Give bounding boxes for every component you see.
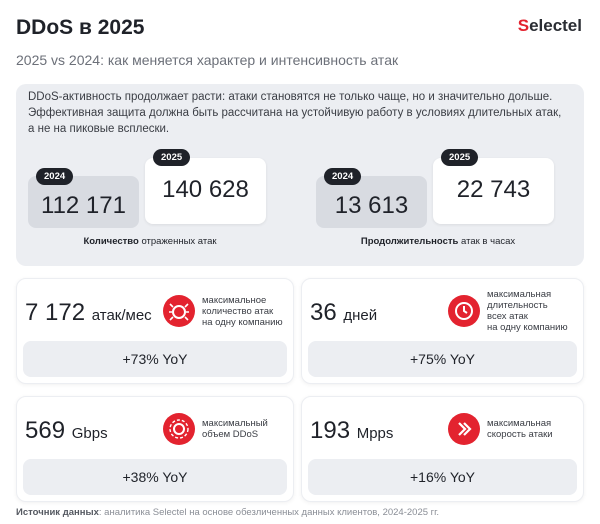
big-number: 13 613 bbox=[334, 192, 409, 219]
metric-value: 7 172 атак/мес bbox=[25, 299, 152, 327]
description-line: максимальный bbox=[202, 418, 268, 429]
intro-line: Эффективная защита должна быть рассчитан… bbox=[28, 107, 562, 119]
footer: Источник данных: аналитика Selectel на о… bbox=[16, 507, 439, 518]
description-line: на одну компанию bbox=[202, 316, 283, 328]
metric-number: 36 bbox=[310, 299, 337, 326]
card-2025: 22 743 bbox=[433, 158, 554, 224]
metric-description: максимальный объем DDoS bbox=[202, 418, 268, 440]
intro-line: DDoS-активность продолжает расти: атаки … bbox=[28, 91, 553, 103]
description-line: длительность bbox=[487, 300, 548, 311]
description-line: на одну компанию bbox=[487, 322, 568, 333]
title: DDoS в 2025 bbox=[16, 16, 145, 39]
caption-text: атак в часах bbox=[458, 236, 516, 247]
metric-value: 569 Gbps bbox=[25, 417, 108, 445]
metric-number: 7 172 bbox=[25, 299, 86, 326]
description-line: максимальное bbox=[202, 294, 267, 306]
metric-card: 7 172 атак/мес максимальное количество ата… bbox=[16, 278, 294, 384]
big-number: 140 628 bbox=[162, 176, 249, 203]
description-line: объем DDoS bbox=[202, 429, 259, 440]
card-2024: 13 613 bbox=[316, 176, 427, 228]
caption: Количество отраженных атак bbox=[20, 236, 280, 247]
metric-card: 193 Mpps максимальная скорость атаки +16% Y… bbox=[301, 396, 584, 502]
metric-description: максимальное количество атак на одну компа… bbox=[202, 295, 283, 328]
metric-change: +75% YoY bbox=[308, 341, 577, 377]
icon-glyph bbox=[458, 422, 472, 436]
big-number: 22 743 bbox=[456, 176, 531, 203]
metric-number: 193 bbox=[310, 417, 351, 444]
metric-unit: Mpps bbox=[356, 425, 394, 442]
big-number: 112 171 bbox=[41, 192, 126, 219]
year-badge: 2025 bbox=[153, 149, 191, 166]
metric-change: +38% YoY bbox=[23, 459, 287, 495]
year-badge: 2024 bbox=[324, 168, 362, 185]
card-2025: 140 628 bbox=[145, 158, 266, 224]
caption: Продолжительность атак в часах bbox=[308, 236, 568, 247]
metric-unit: атак/мес bbox=[91, 307, 152, 324]
caption-bold: Продолжительность bbox=[360, 236, 459, 247]
metric-description: максимальная длительность всех атак на одну… bbox=[487, 289, 568, 333]
metric-icon bbox=[448, 295, 480, 327]
icon-glyph bbox=[169, 419, 189, 439]
footer-text: : аналитика Selectel на основе обезличен… bbox=[98, 507, 440, 518]
metric-change: +16% YoY bbox=[308, 459, 577, 495]
logo: Selectel bbox=[517, 16, 582, 35]
metric-change: +73% YoY bbox=[23, 341, 287, 377]
metric-unit: Gbps bbox=[71, 425, 108, 442]
icon-glyph bbox=[169, 303, 189, 321]
metric-card: 569 Gbps максимальный объем DDoS +38% YoY bbox=[16, 396, 294, 502]
description-line: количество атак bbox=[202, 305, 274, 317]
description-line: максимальная bbox=[487, 289, 552, 300]
footer-label: Источник данных bbox=[16, 507, 99, 518]
description-line: скорость атаки bbox=[487, 429, 553, 440]
intro-line: а не на пиковые всплески. bbox=[28, 123, 170, 135]
description-line: всех атак bbox=[487, 311, 528, 322]
metric-number: 569 bbox=[25, 417, 66, 444]
description-line: максимальная bbox=[487, 418, 552, 429]
metric-value: 193 Mpps bbox=[310, 417, 393, 445]
year-badge: 2025 bbox=[441, 149, 479, 166]
metric-card: 36 дней максимальная длительность всех атак… bbox=[301, 278, 584, 384]
metric-icon bbox=[448, 413, 480, 445]
caption-text: отраженных атак bbox=[138, 236, 217, 247]
metric-unit: дней bbox=[343, 307, 378, 324]
metric-icon bbox=[163, 295, 195, 327]
year-badge: 2024 bbox=[36, 168, 74, 185]
icon-glyph bbox=[455, 302, 473, 320]
metric-description: максимальная скорость атаки bbox=[487, 418, 553, 440]
subtitle: 2025 vs 2024: как меняется характер и ин… bbox=[16, 52, 399, 68]
caption-bold: Количество bbox=[83, 236, 139, 247]
metric-value: 36 дней bbox=[310, 299, 377, 327]
metric-icon bbox=[163, 413, 195, 445]
